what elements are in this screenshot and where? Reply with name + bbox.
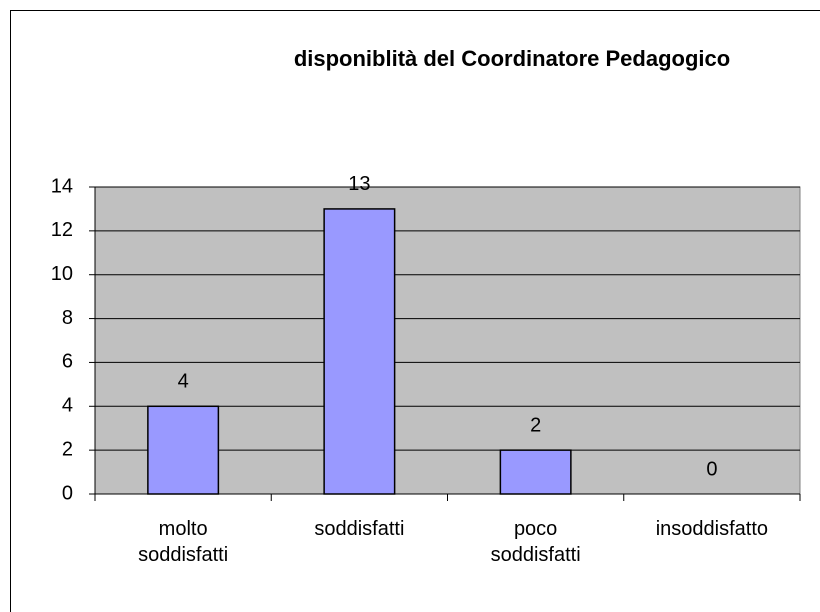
y-tick-label: 0	[62, 482, 73, 504]
x-tick-label: poco soddisfatti	[491, 518, 581, 566]
y-tick-label: 14	[51, 175, 73, 197]
y-tick-label: 4	[62, 395, 73, 417]
y-tick-label: 12	[51, 219, 73, 241]
bar	[323, 208, 396, 495]
data-label: 13	[348, 173, 370, 195]
data-label: 4	[178, 371, 189, 393]
y-tick-label: 2	[62, 438, 73, 460]
data-label: 0	[706, 458, 717, 480]
chart-title: disponiblità del Coordinatore Pedagogico	[294, 46, 730, 71]
x-tick-label: insoddisfatto	[656, 518, 768, 540]
x-tick-label: molto soddisfatti	[138, 518, 228, 566]
bar	[499, 449, 572, 495]
y-tick-label: 10	[51, 263, 73, 285]
y-tick-label: 6	[62, 351, 73, 373]
chart-border	[10, 10, 820, 612]
data-label: 2	[530, 414, 541, 436]
x-tick-label: soddisfatti	[314, 518, 404, 540]
bar	[147, 405, 220, 495]
y-tick-label: 8	[62, 307, 73, 329]
